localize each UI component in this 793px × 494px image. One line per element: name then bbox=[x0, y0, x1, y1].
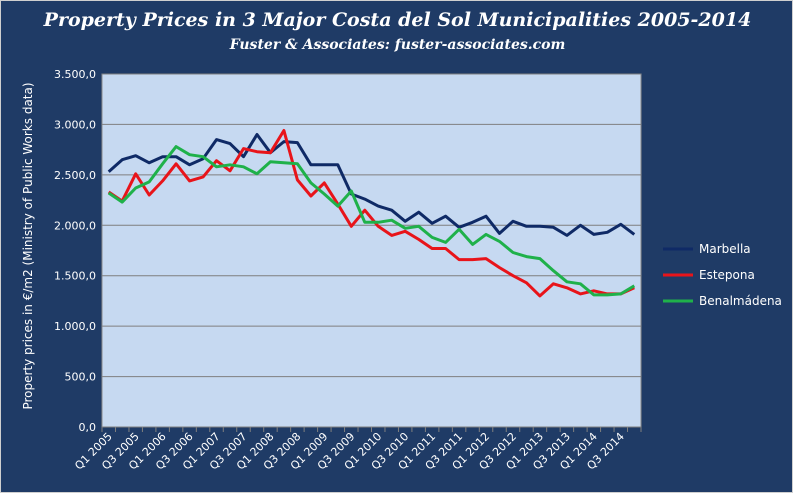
y-tick-label: 2.500,0 bbox=[54, 169, 96, 182]
y-tick-label: 1.000,0 bbox=[54, 320, 96, 333]
y-tick-label: 0,0 bbox=[79, 421, 97, 434]
y-tick-label: 3.000,0 bbox=[54, 118, 96, 131]
gridlines bbox=[102, 73, 641, 428]
y-tick-label: 500,0 bbox=[65, 371, 97, 384]
chart-title: Property Prices in 3 Major Costa del Sol… bbox=[43, 9, 752, 31]
series-line-estepona bbox=[107, 129, 635, 298]
legend-label: Benalmádena bbox=[699, 294, 782, 308]
y-tick-label: 1.500,0 bbox=[54, 270, 96, 283]
legend-label: Estepona bbox=[699, 268, 755, 282]
y-tick-label: 3.500,0 bbox=[54, 68, 96, 81]
legend-label: Marbella bbox=[699, 242, 751, 256]
series-line-benalmádena bbox=[107, 145, 636, 297]
y-tick-label: 2.000,0 bbox=[54, 219, 96, 232]
series-line-marbella bbox=[107, 133, 636, 237]
series-lines bbox=[107, 129, 636, 298]
chart-subtitle: Fuster & Associates: fuster-associates.c… bbox=[229, 37, 566, 53]
y-tick-labels: 0,0 500,0 1.000,0 1.500,0 2.000,0 2.500,0 3.00… bbox=[54, 68, 96, 434]
plot-area bbox=[101, 73, 642, 428]
legend: Marbella Estepona Benalmádena bbox=[663, 242, 782, 308]
